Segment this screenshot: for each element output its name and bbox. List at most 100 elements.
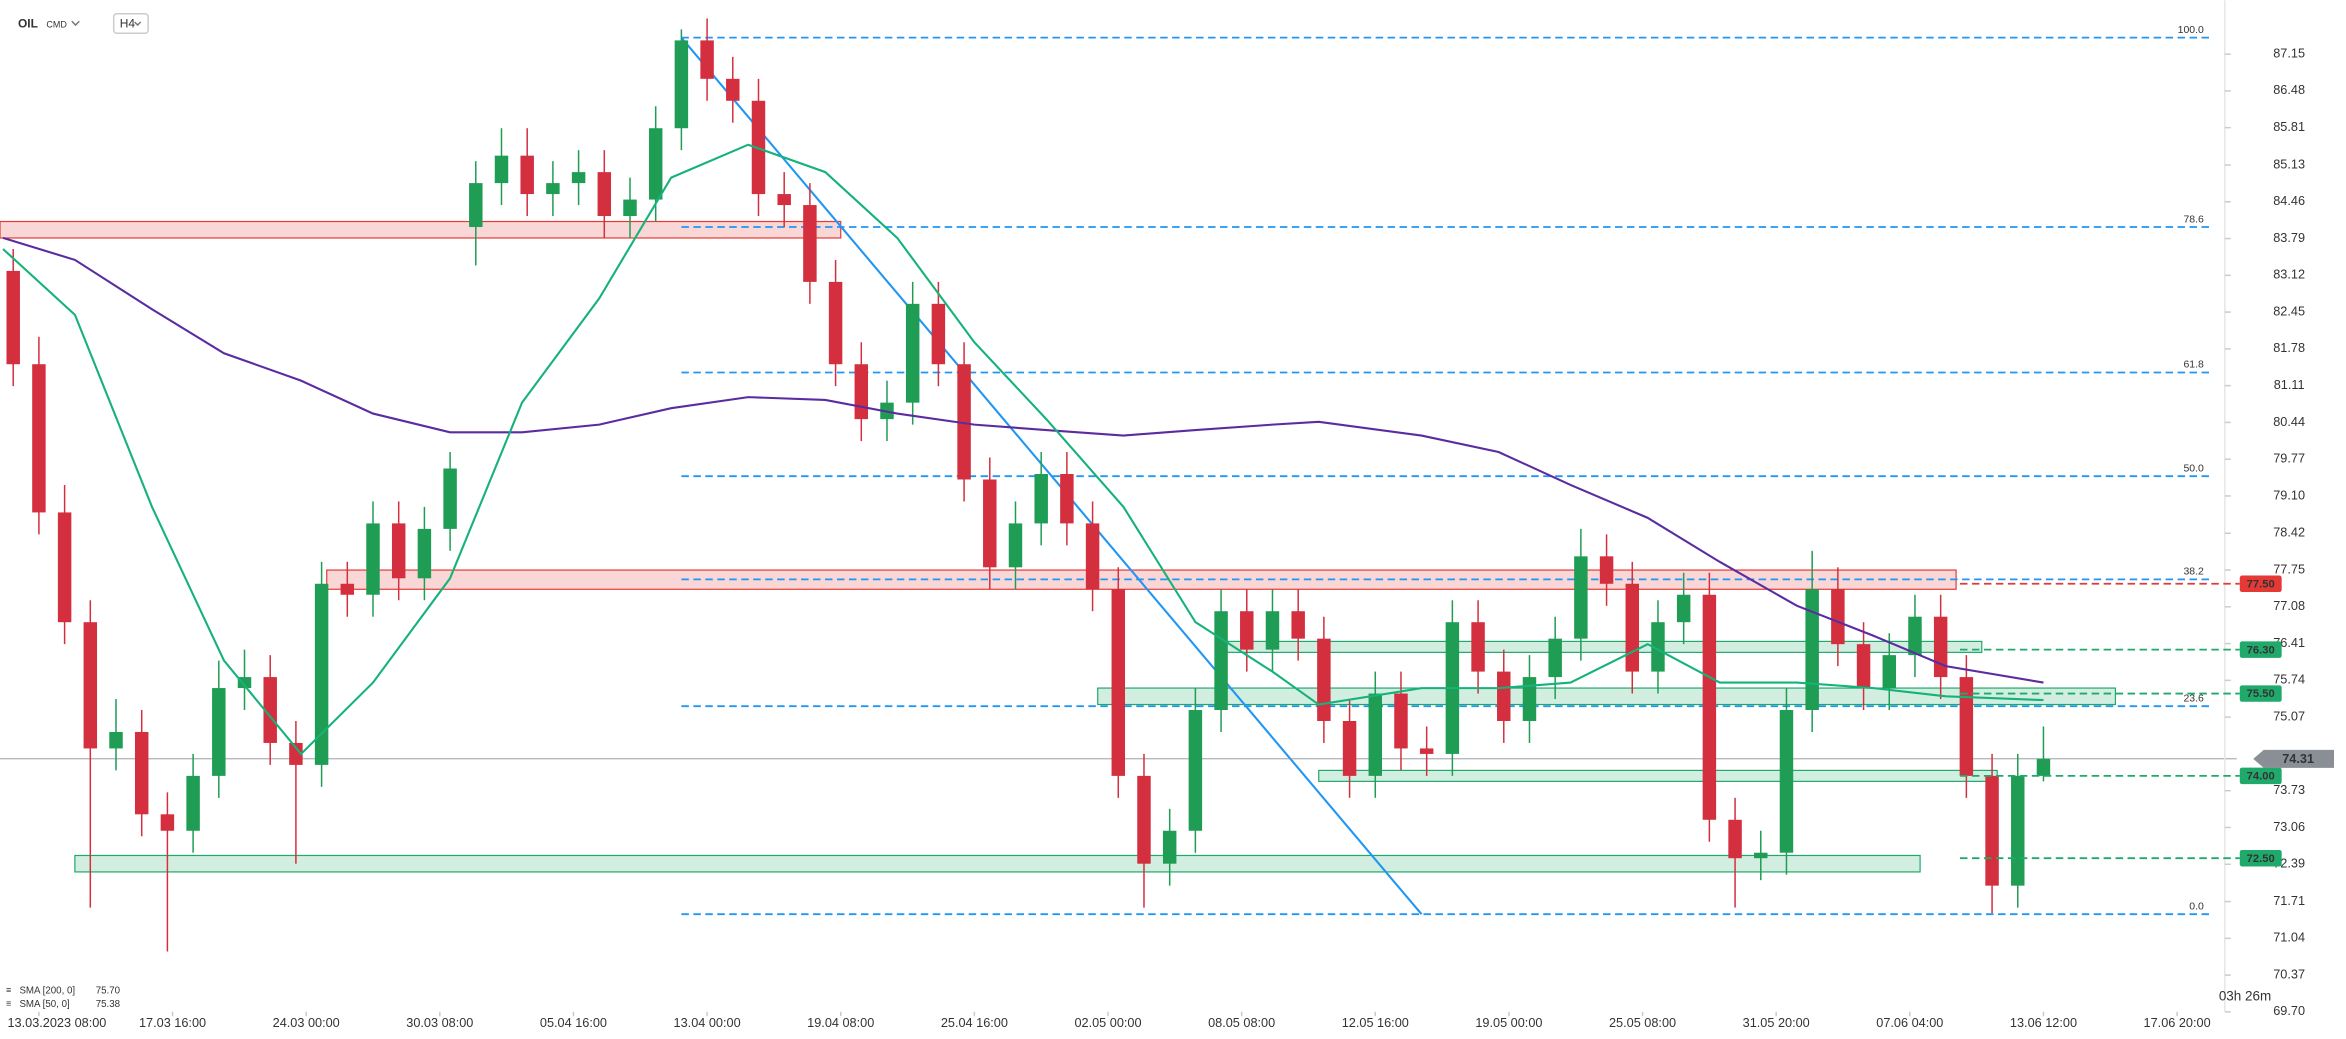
candle-body bbox=[1471, 622, 1485, 672]
level-tag-label: 72.50 bbox=[2247, 853, 2275, 865]
candle-body bbox=[1394, 693, 1408, 749]
candle-body bbox=[1240, 611, 1254, 650]
interval-button[interactable] bbox=[112, 13, 149, 34]
plot-area: 100.0 78.6 61.8 50.0 38.2 23.6 0.0 bbox=[0, 18, 2237, 952]
x-tick-label: 13.04 00:00 bbox=[674, 1015, 741, 1030]
fib-label: 50.0 bbox=[2183, 463, 2204, 474]
candle-body bbox=[2011, 775, 2025, 886]
candle-body bbox=[2036, 758, 2051, 776]
candle-body bbox=[314, 583, 329, 765]
candle-body bbox=[469, 183, 483, 228]
level-tag-label: 75.50 bbox=[2247, 688, 2275, 700]
legend-value: 75.38 bbox=[96, 999, 120, 1010]
candle-body bbox=[1522, 677, 1537, 721]
candle-body bbox=[6, 270, 20, 365]
zone bbox=[0, 220, 842, 239]
candle-body bbox=[623, 199, 637, 217]
fib-label: 100.0 bbox=[2178, 25, 2204, 36]
y-tick-label: 85.81 bbox=[2273, 119, 2305, 134]
zone bbox=[74, 854, 1921, 873]
y-tick-label: 85.13 bbox=[2273, 156, 2305, 171]
candle-body bbox=[109, 731, 123, 749]
candle-body bbox=[1497, 671, 1511, 721]
candle-body bbox=[648, 128, 663, 200]
candle-body bbox=[1754, 852, 1768, 859]
candle-body bbox=[726, 78, 740, 101]
countdown: 03h 26m bbox=[2219, 988, 2271, 1003]
candle-body bbox=[1908, 616, 1922, 656]
candle-body bbox=[134, 731, 149, 815]
x-tick-label: 17.06 20:00 bbox=[2144, 1015, 2211, 1030]
x-tick-label: 02.05 00:00 bbox=[1074, 1015, 1141, 1030]
interval[interactable]: H4 bbox=[120, 16, 136, 30]
fib-label: 23.6 bbox=[2183, 693, 2204, 704]
candle-body bbox=[1779, 710, 1794, 853]
level-tag bbox=[2239, 767, 2282, 785]
candle-body bbox=[1265, 611, 1280, 650]
sma-line bbox=[2, 236, 2044, 684]
candle-body bbox=[1111, 589, 1126, 776]
candle-body bbox=[1368, 693, 1383, 776]
legend-value: 75.70 bbox=[96, 985, 121, 996]
market: CMD bbox=[46, 19, 67, 29]
candle-body bbox=[1085, 523, 1100, 590]
y-tick-label: 77.75 bbox=[2273, 561, 2305, 576]
candle-body bbox=[1856, 644, 1871, 689]
candle-body bbox=[1137, 775, 1151, 864]
symbol[interactable]: OIL bbox=[18, 16, 38, 30]
y-tick-label: 83.12 bbox=[2273, 267, 2305, 282]
candle-body bbox=[186, 775, 200, 831]
candle-body bbox=[1985, 775, 1999, 886]
x-tick-label: 25.04 16:00 bbox=[941, 1015, 1008, 1030]
candle-body bbox=[1882, 655, 1896, 689]
y-tick-label: 87.15 bbox=[2273, 45, 2305, 60]
x-tick-label: 13.03.2023 08:00 bbox=[7, 1015, 106, 1030]
fib-label: 61.8 bbox=[2183, 360, 2204, 371]
y-tick-label: 79.10 bbox=[2273, 487, 2305, 502]
candle-body bbox=[571, 172, 586, 184]
y-tick-label: 77.08 bbox=[2273, 598, 2305, 613]
candle-body bbox=[1034, 474, 1048, 524]
dropdown-icon[interactable] bbox=[134, 21, 142, 27]
level-tag-label: 77.50 bbox=[2247, 578, 2275, 590]
zone bbox=[1097, 687, 2117, 706]
candle-body bbox=[289, 742, 303, 765]
candle-body bbox=[237, 677, 252, 689]
candle-body bbox=[1933, 616, 1948, 678]
candle-body bbox=[700, 40, 714, 79]
y-tick-label: 84.46 bbox=[2273, 193, 2305, 208]
candle-body bbox=[1831, 589, 1845, 645]
candle-body bbox=[1188, 710, 1203, 831]
candle-body bbox=[1008, 523, 1023, 568]
fib-label: 38.2 bbox=[2183, 567, 2204, 578]
last-price-label: 74.31 bbox=[2282, 751, 2314, 766]
candle-body bbox=[905, 303, 920, 403]
candle-body bbox=[1060, 474, 1074, 524]
candle-body bbox=[366, 523, 380, 595]
y-tick-label: 81.11 bbox=[2274, 377, 2305, 392]
candle-body bbox=[263, 677, 277, 743]
candle-body bbox=[1625, 583, 1640, 672]
candle-body bbox=[674, 40, 689, 129]
fib-label: 0.0 bbox=[2189, 901, 2204, 912]
candle-body bbox=[931, 303, 946, 365]
last-price-tag bbox=[2253, 749, 2335, 768]
y-tick-label: 75.74 bbox=[2273, 672, 2305, 687]
y-tick-label: 69.70 bbox=[2273, 1003, 2305, 1018]
y-tick-label: 78.42 bbox=[2273, 525, 2305, 540]
y-tick-label: 71.04 bbox=[2273, 930, 2305, 945]
candle-body bbox=[983, 479, 997, 568]
x-tick-label: 24.03 00:00 bbox=[273, 1015, 340, 1030]
y-tick-label: 79.77 bbox=[2273, 451, 2305, 466]
x-tick-label: 05.04 16:00 bbox=[540, 1015, 607, 1030]
candle-body bbox=[1317, 638, 1331, 721]
dropdown-icon[interactable] bbox=[71, 20, 80, 27]
legend-name: SMA [50, 0] bbox=[19, 999, 69, 1010]
candle-body bbox=[1599, 556, 1614, 584]
legend-icon: ≡ bbox=[6, 985, 11, 995]
candle-body bbox=[212, 688, 226, 776]
y-tick-label: 83.79 bbox=[2273, 230, 2305, 245]
level-tag bbox=[2239, 685, 2282, 702]
